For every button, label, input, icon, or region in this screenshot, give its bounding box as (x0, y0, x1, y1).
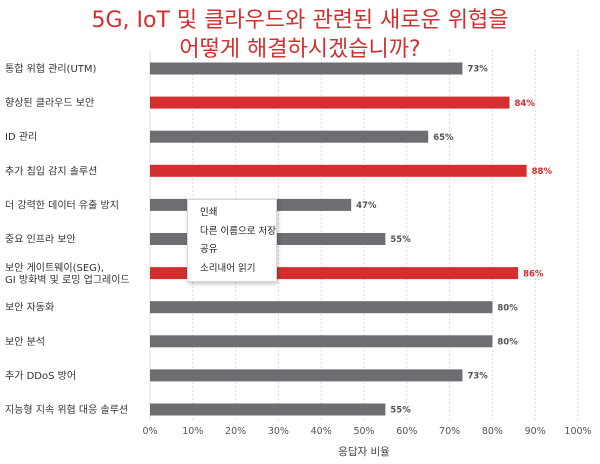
x-tick-label: 10% (182, 426, 203, 437)
menu-item-share[interactable]: 공유 (200, 244, 218, 255)
category-label: 통합 위협 관리(UTM) (5, 62, 97, 75)
x-tick-label: 90% (525, 426, 546, 437)
bar (150, 62, 463, 75)
value-label: 47% (356, 201, 377, 211)
x-tick-label: 80% (482, 426, 503, 437)
menu-item-save-as[interactable]: 다른 이름으로 저장 (200, 225, 276, 237)
x-tick-label: 60% (396, 426, 417, 437)
bar (150, 130, 429, 143)
value-label: 73% (467, 372, 488, 382)
category-label: 지능형 지속 위협 대응 솔루션 (5, 403, 128, 416)
title-line-1: 5G, IoT 및 클라우드와 관련된 새로운 위협을 (91, 8, 509, 33)
category-label: ID 관리 (5, 131, 37, 143)
value-label: 73% (467, 65, 488, 75)
context-menu[interactable]: 인쇄 다른 이름으로 저장 공유 소리내어 읽기 (187, 199, 277, 282)
value-label: 86% (523, 269, 544, 279)
value-label: 65% (433, 133, 454, 143)
menu-item-print[interactable]: 인쇄 (200, 207, 218, 218)
value-label: 55% (390, 235, 411, 245)
x-tick-label: 30% (268, 426, 289, 437)
bar (150, 164, 527, 177)
category-label: 향상된 클라우드 보안 (5, 97, 94, 109)
value-label: 88% (532, 167, 553, 177)
bar (150, 301, 493, 314)
bar (150, 403, 386, 416)
category-label: 보안 게이트웨이(SEG), (5, 262, 104, 274)
menu-item-read-aloud[interactable]: 소리내어 읽기 (200, 262, 256, 274)
category-label: 추가 DDoS 방어 (5, 370, 76, 382)
chart-title: 5G, IoT 및 클라우드와 관련된 새로운 위협을 어떻게 해결하시겠습니까… (0, 6, 600, 64)
category-label: 중요 인프라 보안 (5, 234, 76, 246)
x-tick-label: 50% (353, 426, 374, 437)
x-tick-label: 20% (225, 426, 246, 437)
value-label: 84% (515, 99, 536, 109)
x-tick-label: 40% (311, 426, 332, 437)
title-line-2: 어떻게 해결하시겠습니까? (179, 37, 421, 62)
bar (150, 96, 510, 109)
category-label: 추가 침입 감지 솔루션 (5, 164, 97, 177)
x-tick-label: 70% (439, 426, 460, 437)
category-label: GI 방화벽 및 로밍 업그레이드 (5, 273, 130, 286)
category-label: 보안 분석 (5, 336, 45, 348)
value-label: 55% (390, 406, 411, 416)
bar (150, 335, 493, 348)
value-label: 80% (497, 303, 518, 313)
category-label: 보안 자동화 (5, 302, 54, 314)
x-tick-label: 100% (564, 426, 591, 437)
x-axis-title: 응답자 비율 (338, 446, 390, 458)
x-tick-label: 0% (142, 426, 157, 437)
category-label: 더 강력한 데이터 유출 방지 (5, 199, 119, 211)
bar (150, 369, 463, 382)
value-label: 80% (497, 338, 518, 348)
